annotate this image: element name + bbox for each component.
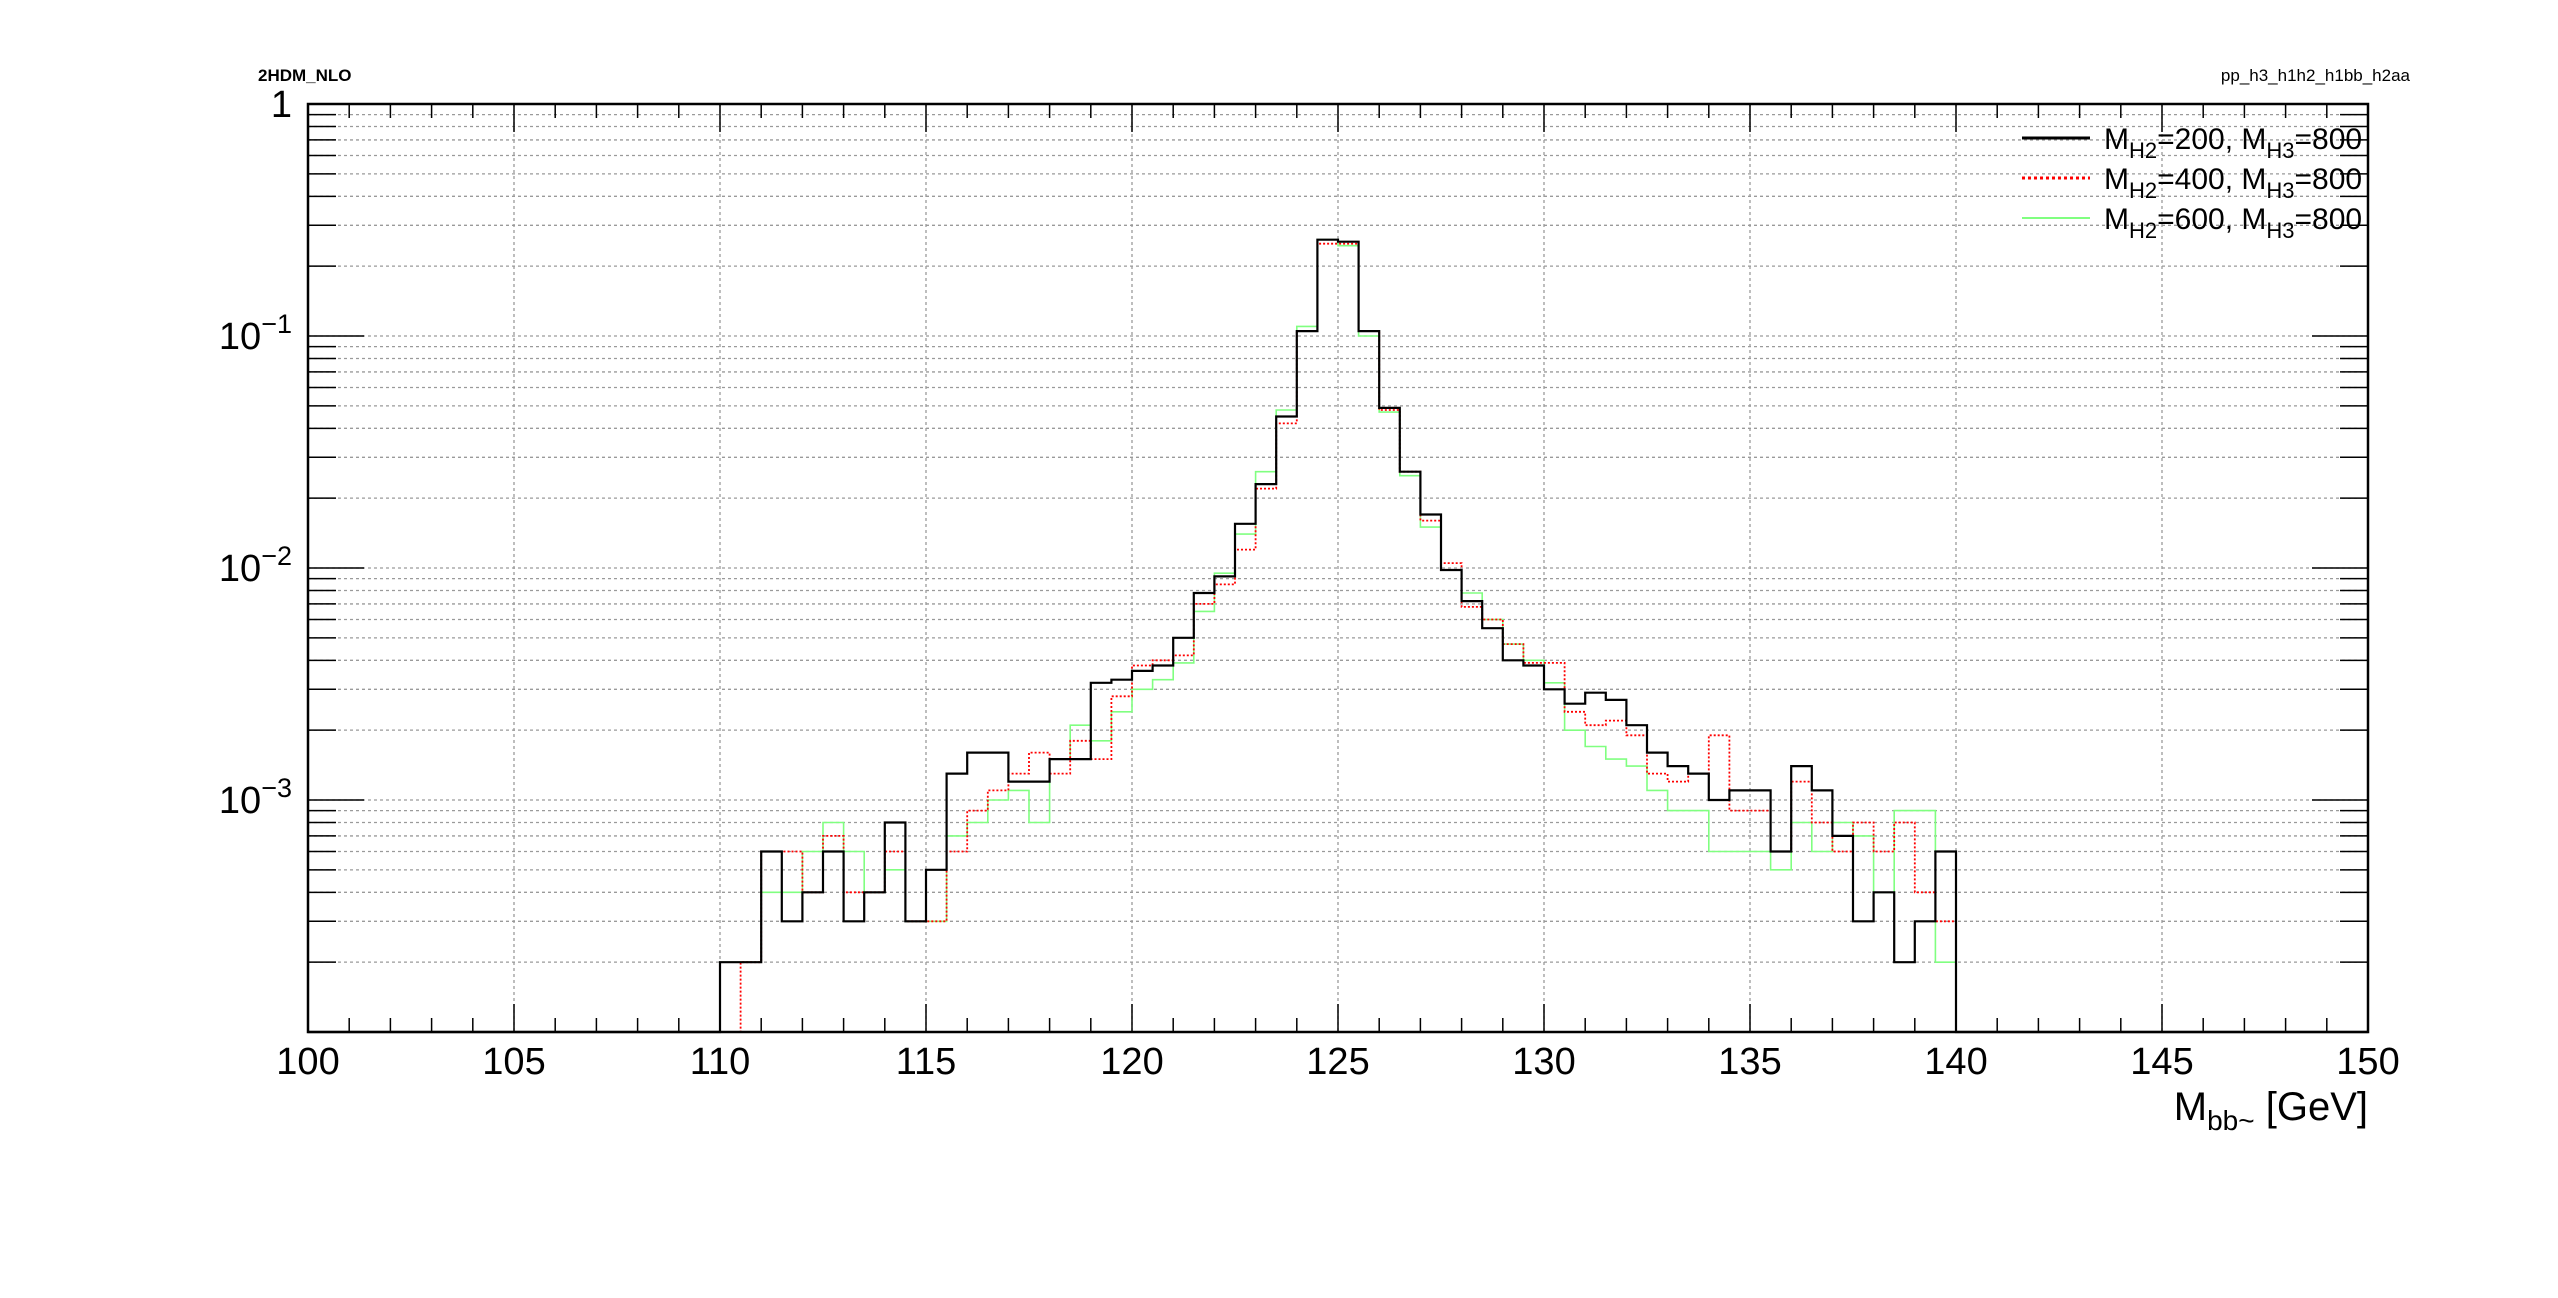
legend-text-part: =600, <box>2157 203 2241 236</box>
legend-entry-2: MH2=600, MH3=800 <box>2104 203 2362 243</box>
y-tick-exponent: −3 <box>261 773 292 803</box>
x-tick-label: 140 <box>1924 1041 1987 1083</box>
legend-entry-0: MH2=200, MH3=800 <box>2104 123 2362 163</box>
legend-text-part: H2 <box>2129 138 2157 163</box>
legend-text-part: =400, <box>2157 163 2241 196</box>
y-tick-base: 10 <box>219 548 261 590</box>
y-tick-exponent: −1 <box>261 309 292 339</box>
series-group <box>308 238 2368 1034</box>
y-tick-label: 1 <box>271 84 292 126</box>
model-label: 2HDM_NLO <box>258 66 352 85</box>
x-tick-label: 120 <box>1100 1041 1163 1083</box>
x-axis-label: Mbb~ [GeV] <box>2174 1085 2368 1136</box>
x-axis-label-unit: [GeV] <box>2255 1085 2368 1129</box>
legend-text-part: M <box>2104 203 2129 236</box>
x-tick-label: 130 <box>1512 1041 1575 1083</box>
x-tick-label: 135 <box>1718 1041 1781 1083</box>
x-tick-label: 100 <box>276 1041 339 1083</box>
legend-text-part: M <box>2241 203 2266 236</box>
process-label: pp_h3_h1h2_h1bb_h2aa <box>2220 66 2410 85</box>
x-tick-label: 105 <box>482 1041 545 1083</box>
y-tick-label: 10−2 <box>219 541 292 590</box>
series-line-1 <box>308 242 2368 1033</box>
legend-text-part: =800 <box>2295 123 2363 156</box>
y-tick-exponent: −2 <box>261 541 292 571</box>
legend-text-part: M <box>2241 163 2266 196</box>
legend-text-part: M <box>2104 163 2129 196</box>
legend-text-part: H3 <box>2266 218 2294 243</box>
series-line-0 <box>308 238 2368 1034</box>
y-tick-labels: 110−110−210−3 <box>219 84 292 822</box>
x-tick-label: 150 <box>2336 1041 2399 1083</box>
y-tick-label: 10−1 <box>219 309 292 358</box>
y-tick-base: 10 <box>219 316 261 358</box>
legend-text-part: =200, <box>2157 123 2241 156</box>
x-tick-label: 145 <box>2130 1041 2193 1083</box>
x-tick-labels: 100 105 110 115 120 125 130 135 140 145 150 <box>276 1041 2399 1083</box>
legend-text-part: H3 <box>2266 138 2294 163</box>
y-tick-base: 10 <box>219 780 261 822</box>
x-tick-label: 115 <box>896 1041 957 1083</box>
legend-entry-1: MH2=400, MH3=800 <box>2104 163 2362 203</box>
y-tick-base: 1 <box>271 84 292 126</box>
x-axis-label-sub: bb~ <box>2207 1105 2255 1136</box>
legend-text-part: M <box>2104 123 2129 156</box>
x-tick-label: 125 <box>1306 1041 1369 1083</box>
legend-text-part: H2 <box>2129 218 2157 243</box>
x-axis-label-main: M <box>2174 1085 2207 1129</box>
x-tick-label: 110 <box>690 1041 751 1083</box>
legend-text-part: H3 <box>2266 178 2294 203</box>
legend-text-part: =800 <box>2295 163 2363 196</box>
legend-text-part: =800 <box>2295 203 2363 236</box>
ticks <box>307 104 2369 1032</box>
legend-text-part: M <box>2241 123 2266 156</box>
legend-text-part: H2 <box>2129 178 2157 203</box>
grid <box>308 104 2368 1032</box>
y-tick-label: 10−3 <box>219 773 292 822</box>
